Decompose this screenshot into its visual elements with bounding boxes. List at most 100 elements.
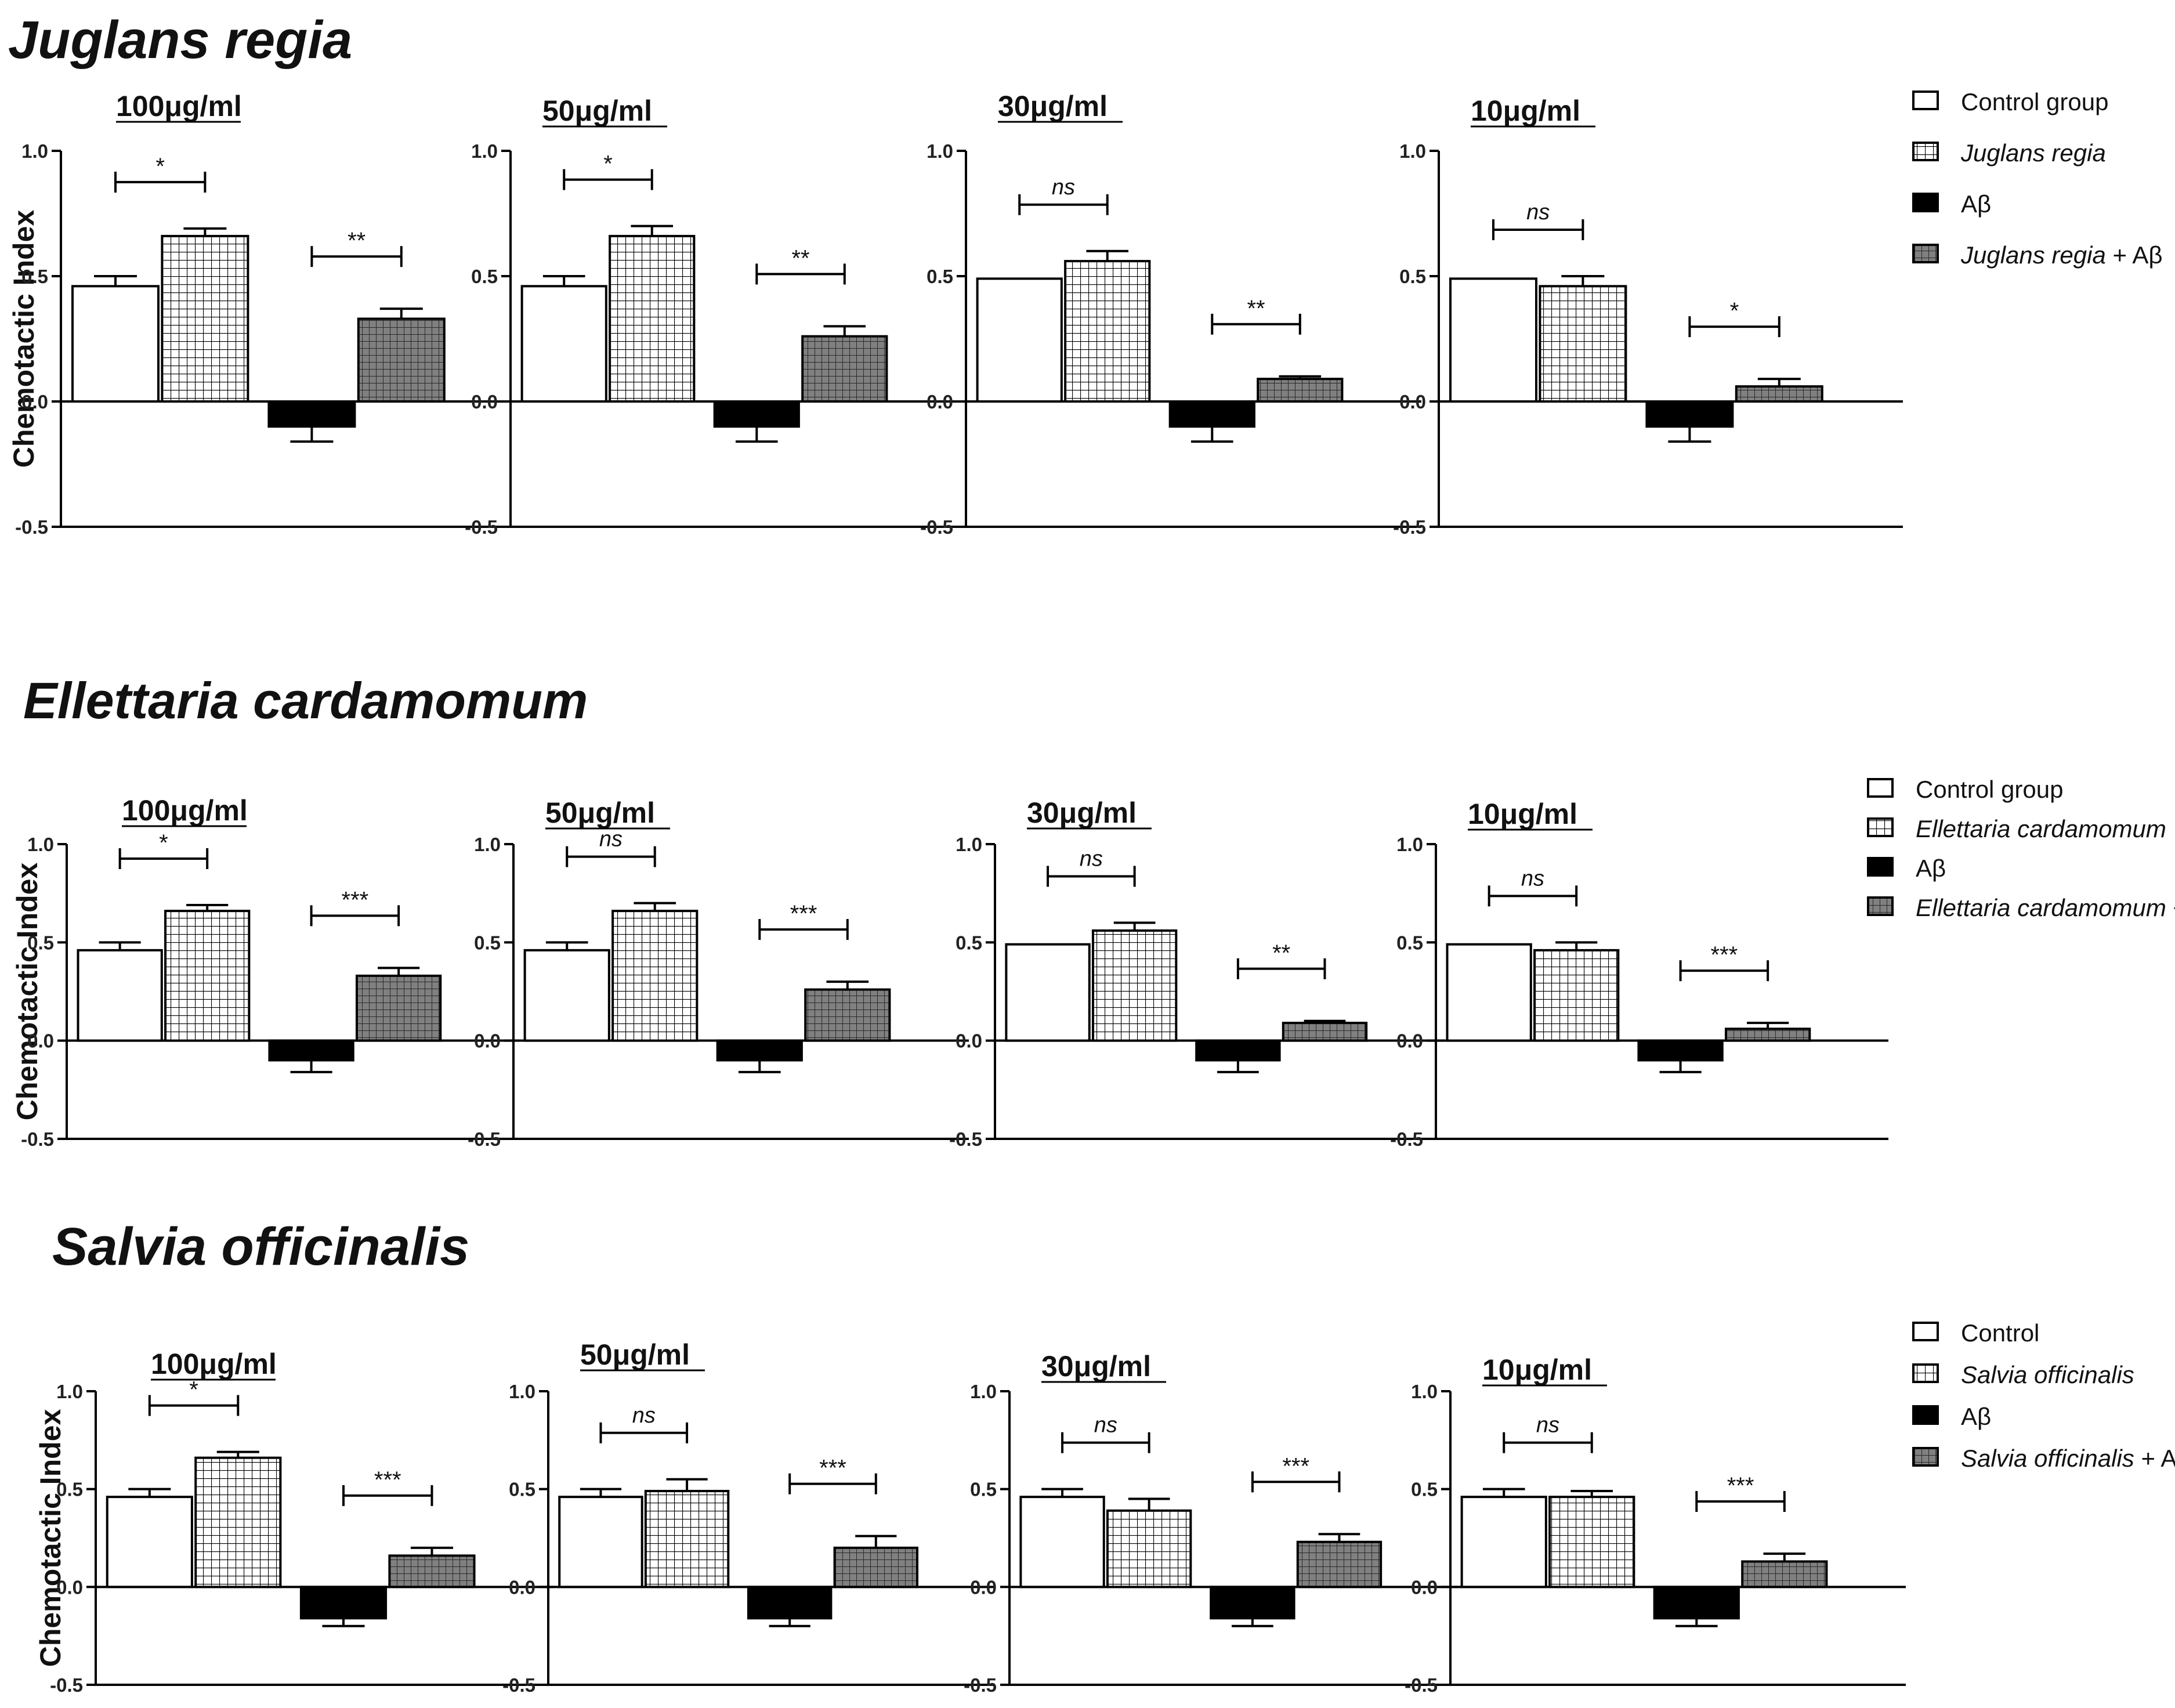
legend-label-suffix: + Aβ (2106, 241, 2163, 269)
bar (268, 1039, 354, 1062)
bar (1548, 1496, 1635, 1588)
bar (71, 285, 160, 403)
y-tick-label: 1.0 (970, 1381, 997, 1402)
bar (1195, 1039, 1281, 1062)
significance-label: ns (599, 827, 623, 852)
y-tick-label: 0.5 (474, 932, 501, 953)
significance-label: ** (1247, 296, 1265, 321)
legend-swatch (1912, 1322, 1939, 1341)
significance-bracket: * (118, 830, 209, 869)
y-axis-label: Chemotactic Index (8, 210, 40, 468)
bar (713, 400, 800, 428)
significance-bracket: *** (788, 1456, 877, 1494)
bar (716, 1039, 803, 1062)
legend-swatch (1912, 1447, 1939, 1467)
bar (801, 335, 888, 403)
chart-row-3: Salvia officinalis Chemotactic Index 1.0 0.… (34, 1217, 2175, 1696)
y-axis-label: Chemotactic Index (11, 863, 44, 1121)
panel-2-4: 1.0 0.5 0.0 -0.5 10μg/ml ns *** (1390, 798, 1888, 1150)
y-tick-label: 1.0 (509, 1381, 535, 1402)
significance-bracket: * (114, 154, 207, 193)
y-tick-label: -0.5 (465, 516, 498, 538)
y-axis-label: Chemotactic Index (34, 1409, 67, 1667)
y-tick-label: 0.0 (1399, 391, 1426, 412)
y-tick-label: -0.5 (1393, 516, 1426, 538)
y-tick-label: 0.5 (970, 1479, 997, 1500)
significance-bracket: ns (1047, 846, 1136, 887)
bar (523, 949, 610, 1042)
bar (77, 949, 163, 1042)
y-tick-label: -0.5 (1390, 1128, 1423, 1150)
bar (611, 910, 699, 1042)
significance-label: ** (791, 245, 809, 271)
y-tick-label: -0.5 (920, 516, 953, 538)
bar (355, 974, 442, 1042)
bar (1446, 943, 1532, 1042)
panel-title: 10μg/ml (1482, 1354, 1592, 1386)
panel-title: 10μg/ml (1468, 798, 1577, 830)
significance-label: ns (1052, 175, 1075, 200)
chart-row-1: Juglans regia Chemotactic Index 1.0 0.5 0.0 -… (8, 10, 2163, 538)
legend-swatch (1912, 1363, 1939, 1383)
bar (1637, 1039, 1724, 1062)
bar (747, 1586, 833, 1620)
bar (804, 988, 891, 1042)
y-tick-label: 0.0 (471, 391, 498, 412)
significance-bracket: * (148, 1377, 240, 1416)
bar (1257, 378, 1344, 403)
plant-title: Juglans regia (8, 10, 352, 70)
legend-label-plant: Salvia officinalis (1961, 1445, 2134, 1472)
bar (1645, 400, 1734, 428)
significance-bracket: *** (1695, 1473, 1786, 1512)
significance-bracket: * (1688, 298, 1780, 338)
legend-swatch (1912, 193, 1939, 212)
legend-swatch (1912, 244, 1939, 263)
bar (299, 1586, 388, 1620)
significance-bracket: ns (1492, 200, 1584, 240)
y-tick-label: 1.0 (1399, 140, 1426, 162)
panel-title: 100μg/ml (116, 90, 242, 122)
significance-bracket: ns (1503, 1413, 1593, 1453)
bar (558, 1496, 643, 1588)
y-tick-label: 0.0 (509, 1576, 535, 1598)
panel-title: 30μg/ml (998, 90, 1108, 122)
legend-label-suffix: + Aβ (2166, 894, 2175, 921)
significance-bracket: ** (310, 228, 403, 267)
bar (609, 234, 696, 403)
significance-label: ns (1080, 846, 1103, 871)
panel-2-3: 1.0 0.5 0.0 -0.5 30μg/ml ns ** (949, 797, 1445, 1150)
significance-label: * (603, 151, 613, 177)
y-tick-label: 0.5 (56, 1479, 83, 1500)
y-tick-label: -0.5 (21, 1128, 54, 1150)
y-tick-label: 0.0 (21, 391, 48, 412)
bar (1210, 1586, 1295, 1620)
y-tick-label: 0.5 (509, 1479, 535, 1500)
y-tick-label: 0.0 (56, 1576, 83, 1598)
bar (1064, 260, 1151, 403)
bar (1460, 1496, 1547, 1588)
y-tick-label: 1.0 (1396, 834, 1423, 855)
legend-swatch (1912, 142, 1939, 161)
bar (1168, 400, 1255, 428)
legend: Control group Ellettaria cardamomum Aβ Elle… (1867, 776, 2175, 921)
y-tick-label: -0.5 (50, 1674, 83, 1696)
y-tick-label: 0.5 (471, 266, 498, 287)
bar (267, 400, 356, 428)
panel-1-4: 1.0 0.5 0.0 -0.5 10μg/ml ns * (1393, 95, 1903, 538)
significance-label: * (155, 154, 165, 179)
significance-label: *** (1282, 1453, 1309, 1479)
legend-label: Aβ (1961, 1403, 1991, 1430)
legend-label-suffix: + Aβ (2134, 1445, 2175, 1472)
bar (194, 1456, 282, 1588)
legend-swatch (1867, 778, 1894, 798)
y-tick-label: -0.5 (468, 1128, 501, 1150)
bar (388, 1554, 476, 1588)
panel-title: 50μg/ml (580, 1338, 690, 1371)
y-tick-label: 0.0 (956, 1030, 982, 1052)
y-tick-label: 0.0 (927, 391, 953, 412)
y-tick-label: 0.0 (970, 1576, 997, 1598)
panel-1-3: 1.0 0.5 0.0 -0.5 30μg/ml ns ** (920, 90, 1421, 538)
bar (1741, 1560, 1828, 1588)
